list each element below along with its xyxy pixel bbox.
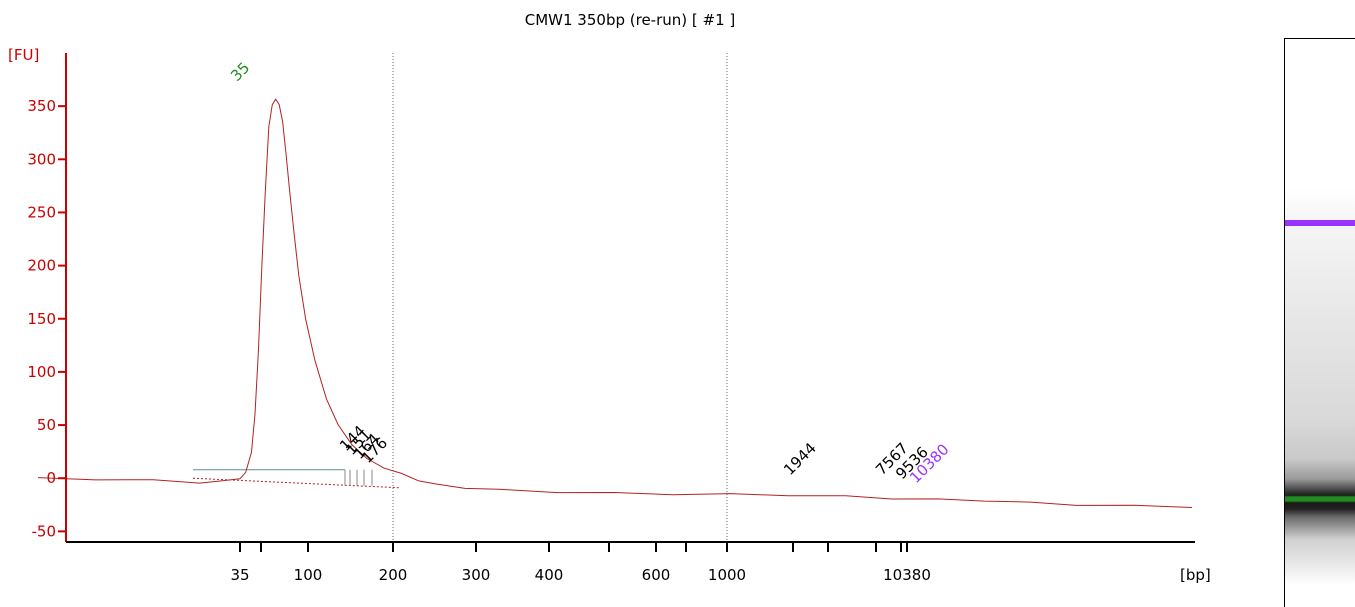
dotted-baseline bbox=[192, 477, 401, 489]
x-tick-label-10380: 10380 bbox=[883, 566, 931, 584]
axes bbox=[65, 53, 1195, 543]
peak-label-1944: 1944 bbox=[780, 439, 820, 479]
gel-lane-image bbox=[1284, 38, 1355, 607]
gel-band-upper-marker bbox=[1285, 220, 1355, 226]
peak-label-35: 35 bbox=[227, 59, 253, 85]
trace-line bbox=[37, 98, 1193, 508]
y-tick-label-150: 150 bbox=[27, 310, 56, 328]
x-tick-label-600: 600 bbox=[642, 566, 671, 584]
y-tick-label-200: 200 bbox=[27, 257, 56, 275]
gridlines bbox=[392, 53, 728, 542]
y-tick-label--50: -50 bbox=[32, 522, 57, 540]
chart-title: CMW1 350bp (re-run) [ #1 ] bbox=[525, 11, 735, 29]
y-tick-label-300: 300 bbox=[27, 150, 56, 168]
y-tick-label-250: 250 bbox=[27, 203, 56, 221]
y-tick-label-350: 350 bbox=[27, 97, 56, 115]
baseline-markers bbox=[192, 469, 401, 489]
y-axis-label: [FU] bbox=[8, 46, 39, 64]
x-axis-label: [bp] bbox=[1180, 566, 1211, 584]
x-tick-label-200: 200 bbox=[379, 566, 408, 584]
x-tick-label-100: 100 bbox=[294, 566, 323, 584]
x-tick-label-400: 400 bbox=[535, 566, 564, 584]
trace-layer bbox=[37, 98, 1193, 508]
y-tick-label-100: 100 bbox=[27, 363, 56, 381]
x-tick-label-300: 300 bbox=[462, 566, 491, 584]
electropherogram-chart: CMW1 350bp (re-run) [ #1 ] [FU] [bp] -50… bbox=[8, 11, 1211, 584]
x-ticks: 35 100 200 300 400 600 1000 10380 bbox=[230, 542, 931, 584]
y-ticks: -50 0 50 100 150 200 250 300 350 bbox=[27, 97, 66, 540]
x-tick-label-1000: 1000 bbox=[708, 566, 746, 584]
x-tick-label-35: 35 bbox=[230, 566, 249, 584]
y-tick-label-0: 0 bbox=[46, 469, 56, 487]
y-tick-label-50: 50 bbox=[37, 416, 56, 434]
gel-band-lower-marker bbox=[1285, 495, 1355, 503]
